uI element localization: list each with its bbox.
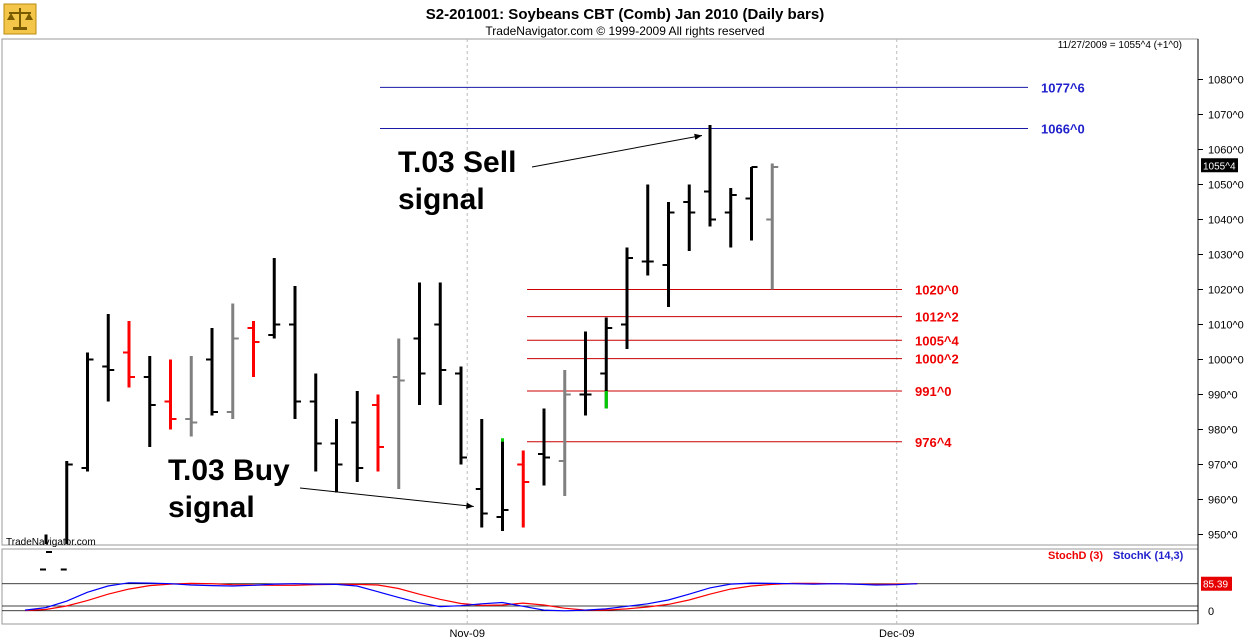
retracement-label: 1012^2 [915, 310, 959, 325]
price-tick-label: 1060^0 [1208, 145, 1244, 157]
price-tick-label: 1080^0 [1208, 75, 1244, 87]
price-axis: 950^0 960^0 970^0 980^0 990^0 1000^0 1010^0 102… [1198, 75, 1244, 542]
retracement-label: 1020^0 [915, 283, 959, 298]
price-tick-label: 1070^0 [1208, 110, 1244, 122]
price-bar [309, 373, 322, 472]
retracement-label: 1000^2 [915, 352, 959, 367]
price-bar [289, 286, 301, 419]
price-tick-label: 1030^0 [1208, 250, 1244, 262]
date-tick-label: Nov-09 [449, 628, 484, 640]
logo-icon [3, 3, 37, 35]
signal-arrow [299, 487, 474, 507]
price-tick-label: 1000^0 [1208, 355, 1244, 367]
retracement-label: 1005^4 [915, 333, 960, 348]
price-bars [40, 125, 779, 571]
price-bar [496, 440, 509, 531]
signal-annotation: signal [398, 183, 485, 216]
price-info: 11/27/2009 = 1055^4 (+1^0) [1058, 40, 1182, 51]
signal-arrow [531, 135, 703, 168]
price-tick-label: 1040^0 [1208, 215, 1244, 227]
chart-subtitle: TradeNavigator.com © 1999-2009 All right… [485, 24, 764, 38]
chart-title: S2-201001: Soybeans CBT (Comb) Jan 2010 … [426, 6, 824, 23]
price-bar [621, 247, 633, 349]
stoch-legend-d: StochD (3) [1048, 550, 1103, 562]
price-bar [392, 338, 405, 489]
price-tick-label: 990^0 [1208, 390, 1238, 402]
signal-annotation: T.03 Buy [168, 454, 290, 487]
price-tick-label: 1050^0 [1208, 180, 1244, 192]
resistance-label: 1077^6 [1041, 80, 1085, 95]
price-bar [185, 356, 198, 437]
grid-layer [466, 39, 898, 624]
price-bar [475, 419, 488, 528]
price-tick-label: 950^0 [1208, 530, 1238, 542]
indicator-panel [1, 548, 1199, 625]
last-price-tag [1201, 158, 1238, 173]
price-bar [662, 202, 675, 307]
price-bar [123, 321, 135, 388]
price-bar [226, 303, 239, 419]
price-bar [40, 534, 52, 571]
price-bar [724, 188, 737, 248]
price-tick-label: 980^0 [1208, 425, 1238, 437]
stoch-tick-label: 0 [1208, 606, 1214, 618]
price-bar [206, 328, 218, 416]
signal-annotation: T.03 Sell [398, 146, 516, 179]
retracement-label: 991^0 [915, 384, 952, 399]
price-bar [517, 450, 530, 528]
watermark: TradeNavigator.com [6, 537, 96, 548]
price-bar [102, 314, 115, 402]
price-bar [164, 359, 177, 430]
price-bar [268, 258, 281, 339]
stoch-series-line [24, 582, 918, 612]
stoch-legend-k: StochK (14,3) [1113, 550, 1184, 562]
price-bar [247, 321, 260, 377]
last-price-label: 1055^4 [1203, 161, 1236, 172]
stoch-last-label: 85.39 [1203, 580, 1228, 591]
signal-arrowhead [694, 133, 702, 140]
retracement-label: 976^4 [915, 435, 952, 450]
price-bar [455, 366, 467, 465]
stochastic-legend: StochD (3) StochK (14,3) [1048, 550, 1184, 562]
price-bar [351, 391, 364, 482]
price-tick-label: 970^0 [1208, 460, 1238, 472]
signal-annotation: signal [168, 491, 255, 524]
price-bar [558, 370, 571, 496]
price-bar [434, 282, 447, 405]
price-bar [60, 461, 73, 571]
price-panel [1, 38, 1199, 546]
price-bar [143, 356, 156, 447]
price-bar [745, 166, 758, 241]
date-tick-label: Dec-09 [879, 628, 914, 640]
price-bar [81, 352, 94, 472]
price-tick-label: 960^0 [1208, 495, 1238, 507]
price-tick-label: 1020^0 [1208, 285, 1244, 297]
annotations: T.03 Sell signal T.03 Buy signal [168, 133, 703, 524]
level-lines: 1077^6 1066^0 1020^0 1012^2 1005^4 1000^2 991^… [380, 80, 1085, 450]
date-axis: Nov-09 Dec-09 [449, 628, 914, 640]
price-bar [538, 408, 550, 486]
price-bar [683, 184, 696, 251]
price-bar [579, 331, 592, 416]
resistance-label: 1066^0 [1041, 122, 1085, 137]
stoch-last-tag [1201, 576, 1232, 591]
price-bar [766, 163, 779, 290]
price-bar [330, 419, 343, 493]
price-bar [372, 394, 384, 472]
price-tick-label: 1010^0 [1208, 320, 1244, 332]
signal-arrowhead [466, 502, 474, 509]
stochastic-lines: 085.39 [2, 576, 1232, 618]
price-bar [704, 125, 716, 227]
price-bar [641, 184, 654, 276]
price-bar [413, 282, 426, 405]
